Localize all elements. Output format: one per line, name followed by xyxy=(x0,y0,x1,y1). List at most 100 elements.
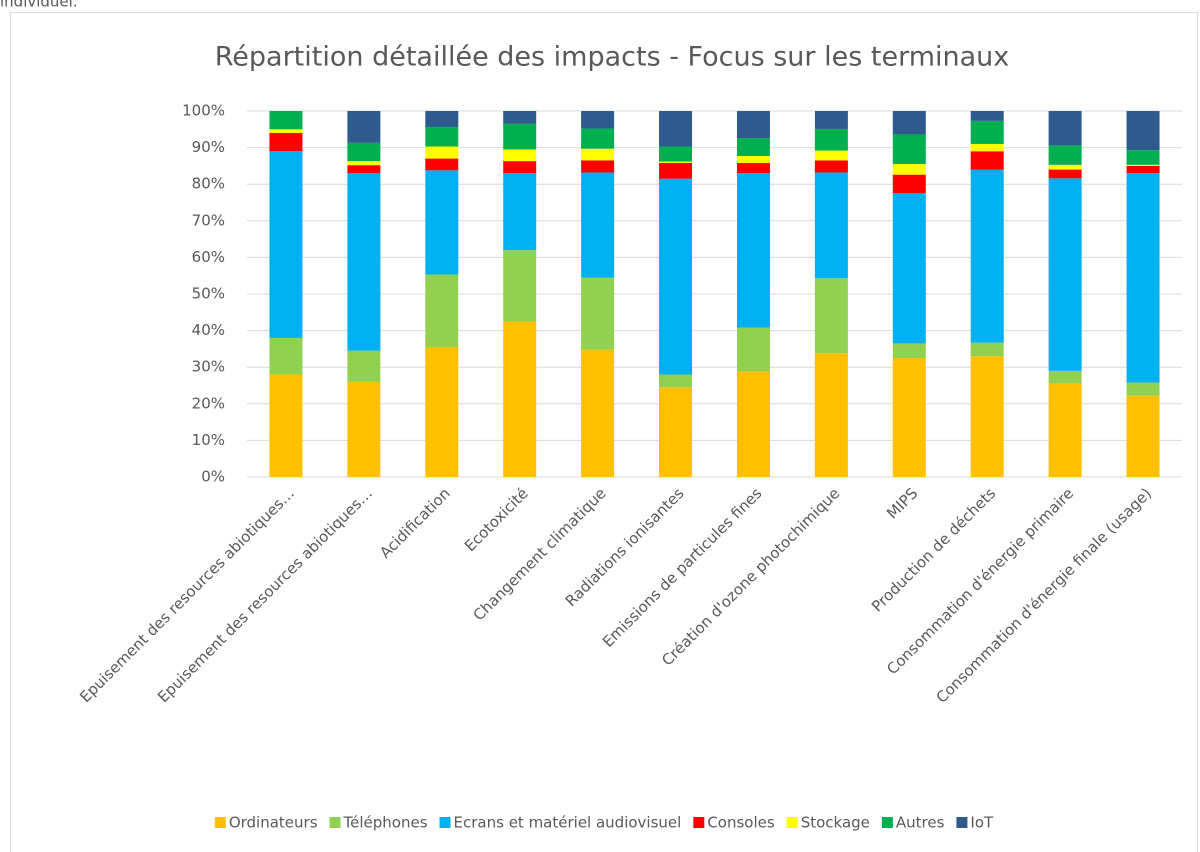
bar-segment xyxy=(347,111,381,143)
bar-segment xyxy=(581,111,615,129)
bar-segment xyxy=(814,128,848,151)
bar-segment xyxy=(1048,111,1082,146)
bar-segment xyxy=(659,178,693,375)
bar-segment xyxy=(503,161,537,174)
bar-segment xyxy=(736,371,770,477)
bar-segment xyxy=(1126,395,1160,477)
bar-segment xyxy=(347,173,381,351)
bar-segment xyxy=(892,164,926,175)
chart-title: Répartition détaillée des impacts - Focu… xyxy=(215,42,1010,73)
bar-segment xyxy=(736,111,770,139)
bar-segment xyxy=(503,321,537,477)
bar-segment xyxy=(892,343,926,359)
bar-segment xyxy=(425,274,459,348)
bar-segment xyxy=(736,162,770,174)
bar-segment xyxy=(1048,178,1082,371)
y-tick-label: 50% xyxy=(192,285,225,303)
bar-segment xyxy=(892,358,926,477)
bar-segment xyxy=(581,160,615,173)
y-tick-label: 100% xyxy=(182,102,225,120)
legend-swatch xyxy=(881,817,893,828)
bar-segment xyxy=(503,149,537,162)
bar-segment xyxy=(269,374,303,477)
legend-label: Ecrans et matériel audiovisuel xyxy=(454,814,682,832)
bar-segment xyxy=(970,356,1004,477)
y-tick-label: 0% xyxy=(201,468,225,486)
bar-segment xyxy=(347,142,381,162)
bar-segment xyxy=(659,374,693,388)
legend-label: Téléphones xyxy=(343,814,428,832)
legend-label: Ordinateurs xyxy=(229,814,318,832)
bar-segment xyxy=(892,174,926,193)
legend-swatch xyxy=(693,817,705,828)
bar-segment xyxy=(425,146,459,159)
bar-segment xyxy=(892,192,926,344)
bar-segment xyxy=(814,111,848,129)
bar-segment xyxy=(269,132,303,152)
bar-segment xyxy=(581,128,615,149)
bar-segment xyxy=(970,169,1004,343)
bar-segment xyxy=(347,165,381,174)
bar-segment xyxy=(736,327,770,372)
legend-label: Consoles xyxy=(707,814,775,832)
legend-swatch xyxy=(786,817,798,828)
y-tick-label: 10% xyxy=(192,431,225,449)
bar-segment xyxy=(425,170,459,275)
bar-segment xyxy=(503,173,537,251)
bar-segment xyxy=(970,143,1004,152)
bar-segment xyxy=(269,111,303,130)
bar-segment xyxy=(970,120,1004,144)
bar-segment xyxy=(425,158,459,171)
bar-segment xyxy=(1048,383,1082,477)
bar-segment xyxy=(1126,165,1160,174)
bar-segment xyxy=(503,111,537,124)
y-tick-label: 70% xyxy=(192,211,225,229)
bar-segment xyxy=(814,172,848,279)
bar-segment xyxy=(970,342,1004,357)
bar-segment xyxy=(659,161,693,163)
bar-segment xyxy=(425,111,459,128)
bar-segment xyxy=(736,138,770,157)
bar-segment xyxy=(425,347,459,477)
bar-segment xyxy=(659,387,693,477)
bar-segment xyxy=(814,150,848,161)
bar-segment xyxy=(581,277,615,350)
y-tick-label: 80% xyxy=(192,175,225,193)
y-tick-label: 60% xyxy=(192,248,225,266)
bar-segment xyxy=(269,337,303,375)
bar-segment xyxy=(736,156,770,163)
bar-segment xyxy=(1048,145,1082,165)
legend-swatch xyxy=(439,817,451,828)
bar-segment xyxy=(1048,370,1082,384)
bar-segment xyxy=(892,111,926,135)
legend-swatch xyxy=(329,817,341,828)
bar-segment xyxy=(970,111,1004,121)
bar-segment xyxy=(581,148,615,161)
bar-segment xyxy=(1126,111,1160,151)
bar-segment xyxy=(1126,382,1160,396)
bar-segment xyxy=(425,127,459,147)
bar-segment xyxy=(814,353,848,477)
bar-segment xyxy=(347,350,381,382)
bar-segment xyxy=(659,162,693,179)
bar-segment xyxy=(581,172,615,278)
legend-label: IoT xyxy=(970,814,994,832)
bar-segment xyxy=(269,129,303,133)
bar-segment xyxy=(503,250,537,322)
legend-label: Autres xyxy=(896,814,945,832)
legend-swatch xyxy=(956,817,968,828)
bar-segment xyxy=(347,161,381,166)
bar-segment xyxy=(1126,150,1160,165)
bar-segment xyxy=(503,123,537,150)
bar-segment xyxy=(659,111,693,147)
bar-segment xyxy=(1126,164,1160,166)
bar-segment xyxy=(814,278,848,354)
bar-segment xyxy=(1126,173,1160,383)
bar-segment xyxy=(269,151,303,338)
bar-segment xyxy=(814,160,848,173)
y-tick-label: 90% xyxy=(192,138,225,156)
bar-segment xyxy=(581,349,615,477)
legend-swatch xyxy=(214,817,226,828)
legend-label: Stockage xyxy=(801,814,870,832)
